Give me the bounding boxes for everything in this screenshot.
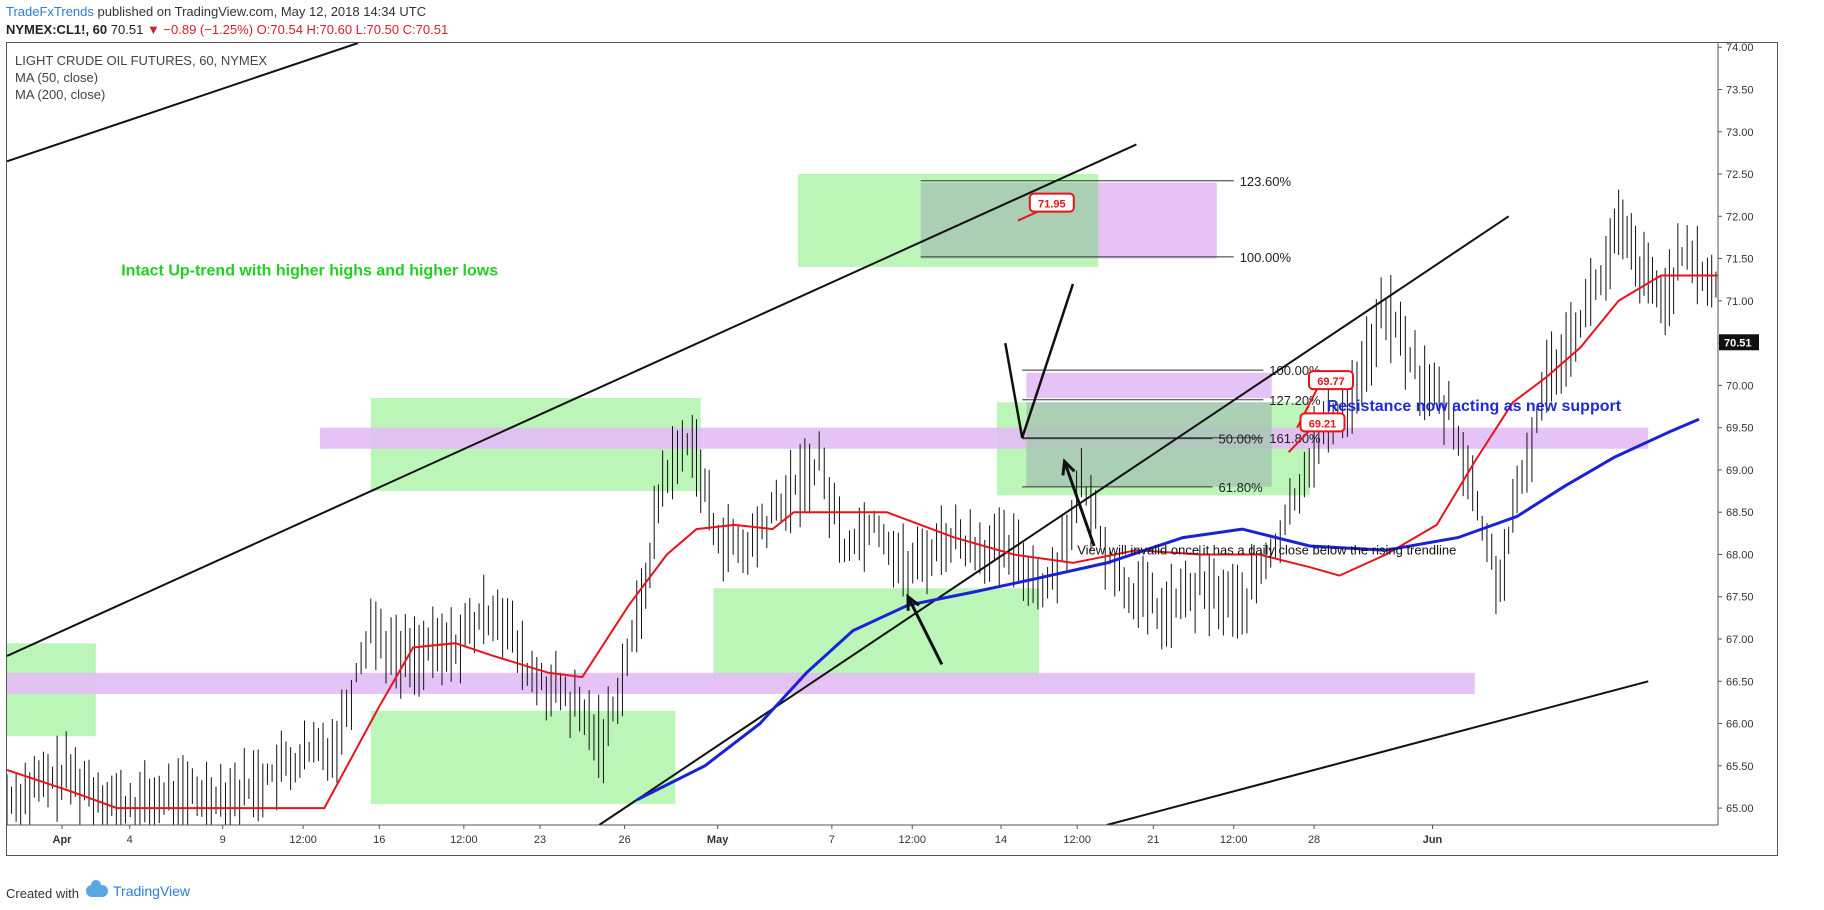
callout-label: 71.95 <box>1038 199 1066 211</box>
callout-leader <box>1287 430 1310 453</box>
last-price: 70.51 <box>110 22 144 37</box>
y-tick-label: 74.00 <box>1726 43 1754 54</box>
x-tick-label: 9 <box>220 834 226 846</box>
x-tick-label: 26 <box>618 834 630 846</box>
legend-title: LIGHT CRUDE OIL FUTURES, 60, NYMEX <box>15 53 268 68</box>
ohlc-values: O:70.54 H:70.60 L:70.50 C:70.51 <box>256 22 449 37</box>
arrow-shaft <box>906 596 944 666</box>
x-tick-label: 16 <box>373 834 385 846</box>
author-link[interactable]: TradeFxTrends <box>6 4 94 19</box>
x-tick-label: 14 <box>995 834 1007 846</box>
y-tick-label: 72.50 <box>1726 169 1754 181</box>
y-tick-label: 66.00 <box>1726 719 1754 731</box>
footer-bar: Created with TradingView <box>0 878 1824 910</box>
fib-label: 61.80% <box>1219 480 1264 495</box>
arrow-up-left <box>906 593 944 666</box>
trendline <box>1106 680 1649 825</box>
path-projection <box>1004 283 1075 439</box>
zone-purple <box>1026 372 1272 399</box>
callout-box <box>1307 370 1354 391</box>
callout-box <box>1028 192 1075 213</box>
ma50-line <box>7 274 1718 810</box>
y-tick-label: 68.00 <box>1726 549 1754 561</box>
price-chart[interactable]: 123.60%100.00%100.00%127.20%161.80%50.00… <box>7 43 1777 855</box>
arrow-head <box>1061 458 1076 476</box>
x-tick-label: 4 <box>127 834 133 846</box>
x-tick-label: Jun <box>1423 834 1443 846</box>
y-tick-label: 68.50 <box>1726 507 1754 519</box>
y-tick-label: 69.50 <box>1726 423 1754 435</box>
quote-line: NYMEX:CL1!, 60 70.51 ▼ −0.89 (−1.25%) O:… <box>6 22 448 37</box>
header-bar: TradeFxTrends published on TradingView.c… <box>0 0 1824 42</box>
x-tick-label: 12:00 <box>289 834 317 846</box>
candles <box>7 189 1717 825</box>
publish-info: published on TradingView.com, May 12, 20… <box>93 4 427 19</box>
x-tick-label: 12:00 <box>1063 834 1091 846</box>
ma200-line <box>636 417 1700 801</box>
arrow-support <box>1061 458 1096 547</box>
zone-purple <box>1098 182 1217 259</box>
x-tick-label: 7 <box>829 834 835 846</box>
zone-purple <box>320 427 1649 449</box>
x-tick-label: 21 <box>1147 834 1159 846</box>
cloud-icon <box>86 880 108 897</box>
y-tick-label: 65.50 <box>1726 761 1754 773</box>
zone-green <box>713 588 1040 682</box>
y-tick-label: 69.00 <box>1726 465 1754 477</box>
y-tick-label: 65.00 <box>1726 803 1754 815</box>
callout-leader <box>1017 210 1039 222</box>
fib-label: 100.00% <box>1240 250 1292 265</box>
fib-label: 127.20% <box>1269 393 1321 408</box>
created-with-label: Created with <box>6 886 79 901</box>
y-tick-label: 67.50 <box>1726 592 1754 604</box>
legend-ma50[interactable]: MA (50, close) <box>15 70 99 85</box>
y-tick-label: 72.00 <box>1726 211 1754 223</box>
y-tick-label: 71.00 <box>1726 296 1754 308</box>
y-tick-label: 71.50 <box>1726 254 1754 266</box>
callout-label: 69.21 <box>1309 418 1337 430</box>
fib-label: 50.00% <box>1219 432 1264 447</box>
trendline <box>7 43 359 163</box>
last-price-tag-label: 70.51 <box>1724 337 1752 349</box>
publish-line: TradeFxTrends published on TradingView.c… <box>6 4 426 19</box>
x-tick-label: May <box>707 834 729 846</box>
zone-green <box>370 710 676 804</box>
legend-ma200[interactable]: MA (200, close) <box>15 87 106 102</box>
callout-box <box>1299 412 1346 433</box>
y-tick-label: 73.00 <box>1726 127 1754 139</box>
x-tick-label: 28 <box>1308 834 1320 846</box>
plot-area: 123.60%100.00%100.00%127.20%161.80%50.00… <box>7 43 1718 825</box>
x-tick-label: 12:00 <box>898 834 926 846</box>
tradingview-logo[interactable]: TradingView <box>86 880 191 899</box>
x-tick-label: Apr <box>53 834 73 846</box>
x-tick-label: 12:00 <box>1220 834 1248 846</box>
y-tick-label: 66.50 <box>1726 676 1754 688</box>
zone-purple <box>7 672 1475 694</box>
trendline <box>598 215 1510 825</box>
symbol-label: NYMEX:CL1!, 60 <box>6 22 108 37</box>
arrow-head <box>906 593 920 611</box>
fib-label: 161.80% <box>1269 431 1321 446</box>
chart-legend: LIGHT CRUDE OIL FUTURES, 60, NYMEX MA (5… <box>15 52 267 103</box>
tradingview-label: TradingView <box>113 883 191 899</box>
annotation-text: View will invalid once it has a daily cl… <box>1077 542 1456 557</box>
price-change: ▼ −0.89 (−1.25%) <box>146 22 254 37</box>
chart-frame: 123.60% 100.00% 100.00% 127.20% 161.80% 50.00… <box>6 42 1778 856</box>
y-tick-label: 73.50 <box>1726 84 1754 96</box>
trendline <box>7 143 1137 657</box>
last-price-tag <box>1719 334 1759 351</box>
y-tick-label: 67.00 <box>1726 634 1754 646</box>
callout-label: 69.77 <box>1317 376 1345 388</box>
x-tick-label: 23 <box>534 834 546 846</box>
annotation-text: Resistance now acting as new support <box>1327 398 1622 415</box>
y-tick-label: 70.00 <box>1726 380 1754 392</box>
annotation-text: Intact Up-trend with higher highs and hi… <box>121 262 498 279</box>
x-tick-label: 12:00 <box>450 834 478 846</box>
fib-label: 123.60% <box>1240 174 1292 189</box>
arrow-shaft <box>1063 460 1096 547</box>
